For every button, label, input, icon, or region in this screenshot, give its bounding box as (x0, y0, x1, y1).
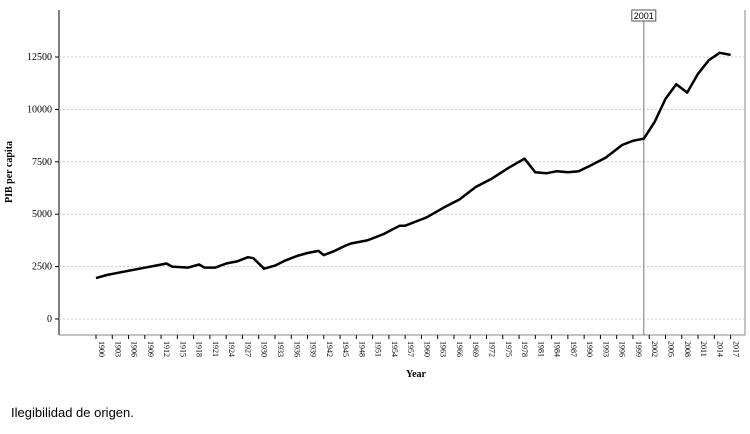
x-tick-label: 1993 (601, 341, 610, 357)
line-chart: 0 2500 5000 7500 10000 12500 1900 1903 1906 1909… (4, 9, 746, 380)
series-line (95, 51, 731, 280)
x-tick-label: 1954 (390, 341, 399, 357)
x-tick-label: 1963 (439, 341, 448, 357)
x-tick-label: 1969 (471, 341, 480, 357)
x-tick-label: 1972 (488, 341, 497, 357)
x-tick-label: 1984 (553, 341, 562, 357)
x-tick-label: 1936 (292, 341, 301, 357)
x-tick-label: 1945 (341, 341, 350, 357)
x-tick-label: 2008 (683, 341, 692, 357)
x-tick-label: 1978 (520, 341, 529, 357)
y-tick-label: 2500 (32, 262, 52, 273)
x-tick-label: 2017 (732, 341, 741, 357)
reference-line-label-box (631, 9, 657, 22)
y-axis-label: PIB per capita (4, 141, 15, 203)
x-tick-label: 1990 (585, 341, 594, 357)
x-tick-label: 1957 (406, 341, 415, 357)
x-tick-label: 1912 (162, 341, 171, 357)
y-tick-label: 5000 (32, 209, 52, 220)
x-tick-label: 1915 (178, 341, 187, 357)
y-tick-label: 0 (47, 314, 52, 325)
x-tick-label: 1921 (211, 341, 220, 357)
x-axis-label: Year (406, 369, 427, 380)
x-tick-label: 1918 (195, 341, 204, 357)
x-tick-label: 1951 (374, 341, 383, 357)
x-tick-label: 1903 (113, 341, 122, 357)
x-tick-label: 2014 (715, 341, 724, 357)
x-tick-label: 1924 (227, 341, 236, 357)
caption-text: Ilegibilidad de origen. (11, 405, 134, 420)
x-tick-label: 2011 (699, 341, 708, 357)
x-tick-label: 1966 (455, 341, 464, 357)
y-tick-label: 12500 (27, 52, 52, 63)
x-tick-label: 1927 (243, 341, 252, 357)
x-tick-label: 1981 (536, 341, 545, 357)
x-tick-label: 1999 (634, 341, 643, 357)
x-tick-label: 1942 (325, 341, 334, 357)
y-tick-label: 10000 (27, 104, 52, 115)
x-tick-label: 1900 (97, 341, 106, 357)
x-tick-label: 1939 (309, 341, 318, 357)
x-tick-label: 2002 (650, 341, 659, 357)
reference-line-label: 2001 (634, 11, 654, 21)
x-tick-label: 1906 (130, 341, 139, 357)
x-tick-label: 1960 (422, 341, 431, 357)
x-tick-label: 1987 (569, 341, 578, 357)
x-tick-label: 1948 (357, 341, 366, 357)
y-tick-label: 7500 (32, 157, 52, 168)
x-tick-label: 2005 (666, 341, 675, 357)
x-tick-label: 1933 (276, 341, 285, 357)
x-tick-label: 1975 (504, 341, 513, 357)
x-tick-label: 1996 (618, 341, 627, 357)
x-tick-label: 1909 (146, 341, 155, 357)
x-tick-label: 1930 (260, 341, 269, 357)
